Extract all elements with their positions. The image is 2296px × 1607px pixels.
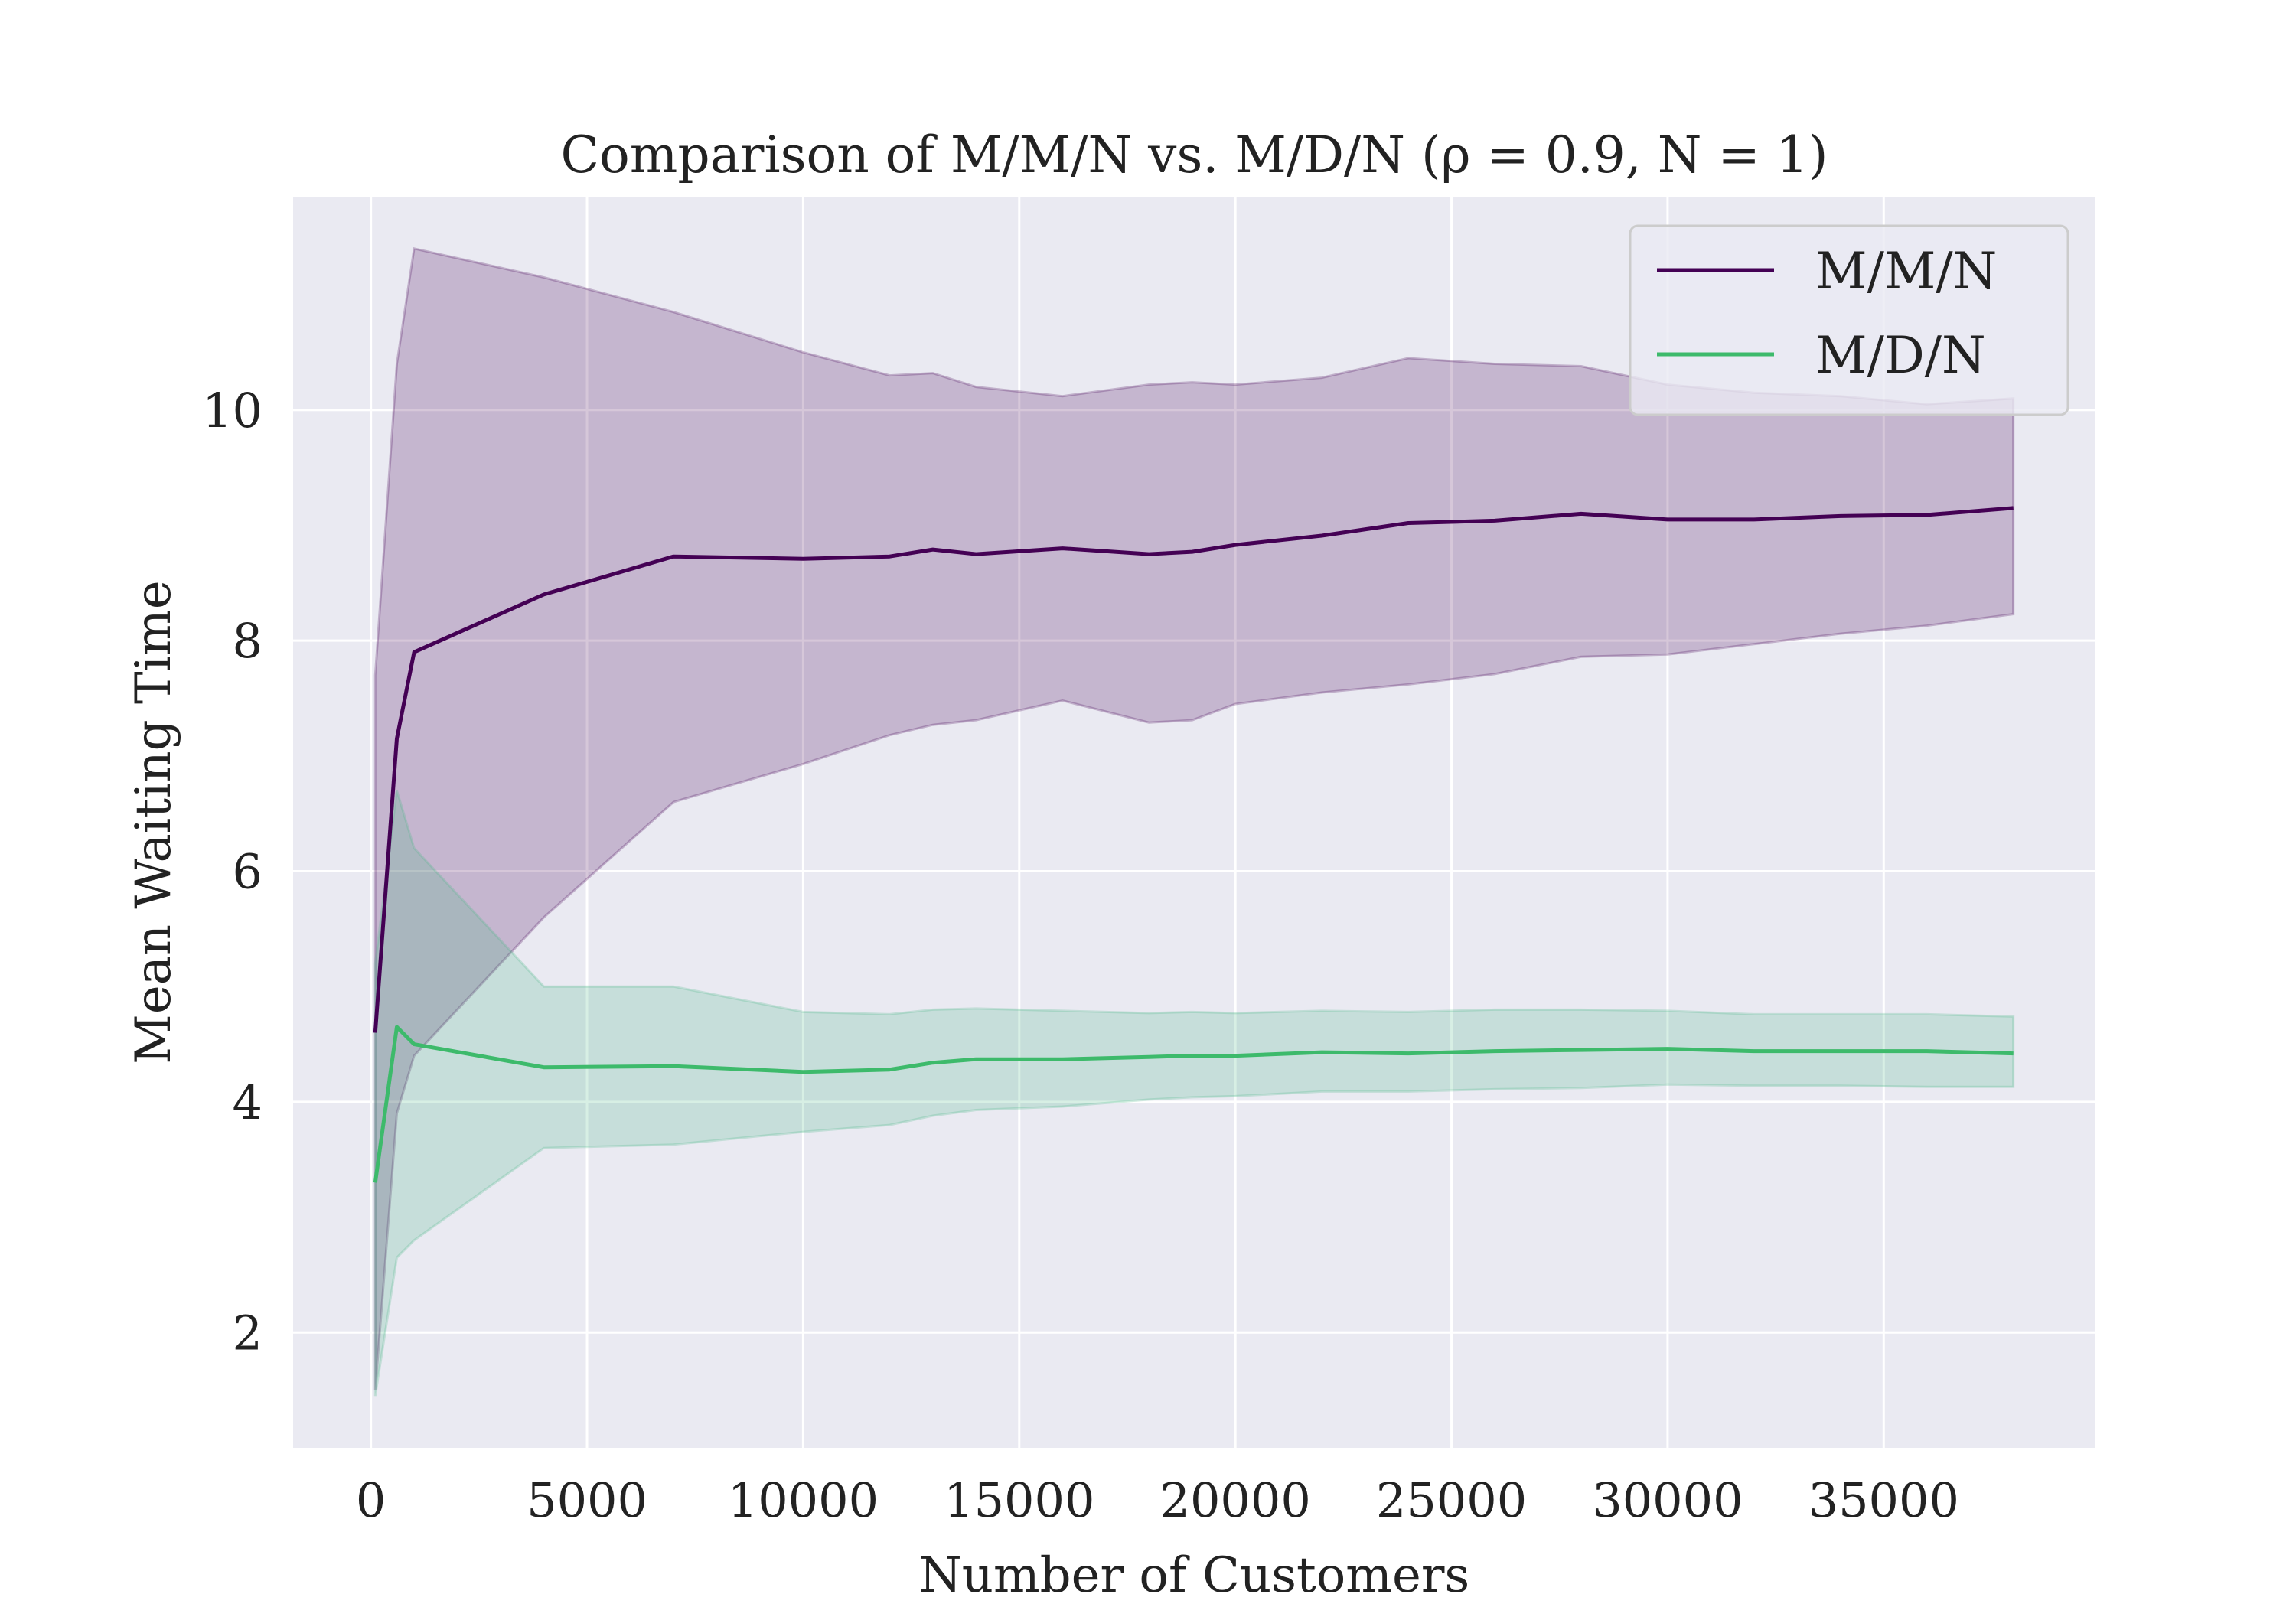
x-axis-ticks: 0 5000 10000 15000 20000 25000 30000 35000 <box>356 1472 1959 1528</box>
x-tick-label: 15000 <box>944 1472 1094 1528</box>
x-axis-label: Number of Customers <box>919 1547 1470 1604</box>
y-axis-label: Mean Waiting Time <box>126 580 182 1064</box>
x-tick-label: 35000 <box>1808 1472 1959 1528</box>
band-mdn <box>373 790 2015 1397</box>
x-tick-label: 30000 <box>1592 1472 1743 1528</box>
chart-title: Comparison of M/M/N vs. M/D/N (ρ = 0.9, … <box>561 125 1828 184</box>
band-mmn <box>373 246 2015 1390</box>
y-tick-label: 8 <box>233 613 263 669</box>
y-tick-label: 6 <box>233 844 263 900</box>
y-tick-label: 4 <box>233 1074 263 1130</box>
y-tick-label: 2 <box>233 1305 263 1361</box>
y-tick-label: 10 <box>202 383 263 438</box>
legend: M/M/N M/D/N <box>1629 224 2069 416</box>
legend-label-mdn: M/D/N <box>1815 326 1986 385</box>
x-tick-label: 10000 <box>728 1472 879 1528</box>
x-tick-label: 0 <box>356 1472 386 1528</box>
x-tick-label: 5000 <box>527 1472 647 1528</box>
x-tick-label: 20000 <box>1160 1472 1311 1528</box>
line-mdn <box>373 1025 2014 1183</box>
legend-label-mmn: M/M/N <box>1815 242 1997 301</box>
y-axis-ticks: 2 4 6 8 10 <box>202 383 263 1361</box>
confidence-bands <box>373 246 2015 1397</box>
line-mmn <box>373 506 2014 1033</box>
legend-box <box>1629 224 2069 416</box>
x-tick-label: 25000 <box>1376 1472 1527 1528</box>
series-lines <box>373 506 2014 1183</box>
